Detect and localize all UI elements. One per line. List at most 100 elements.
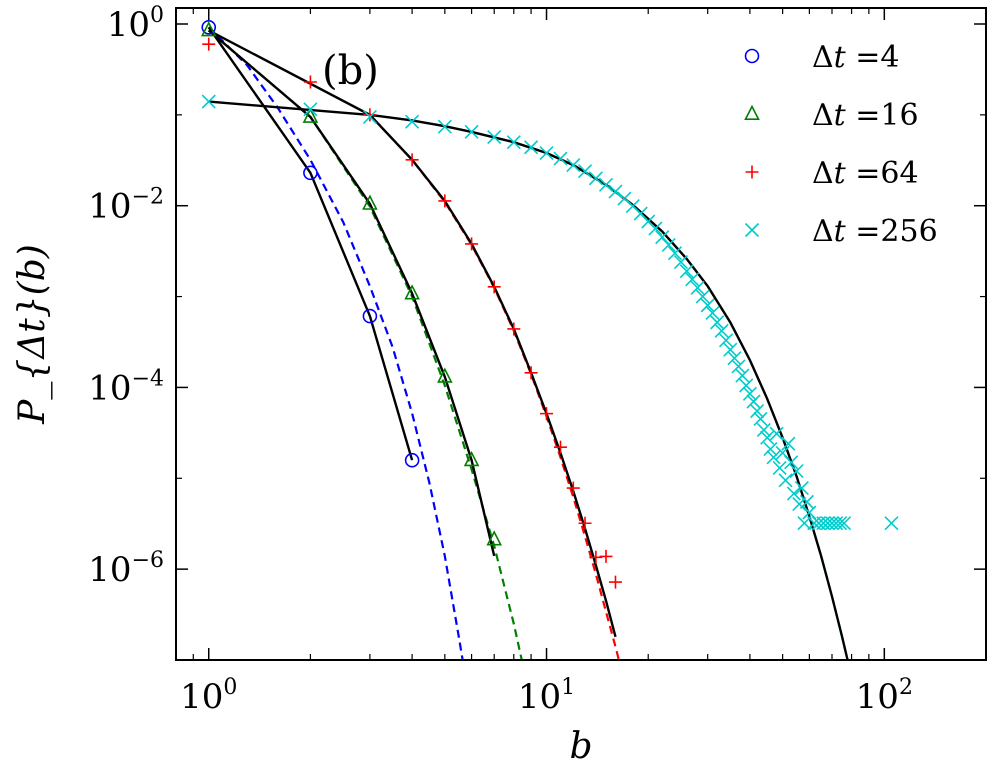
data-point	[753, 411, 768, 427]
y-tick-label: 10−4	[88, 366, 164, 408]
data-point	[588, 171, 603, 186]
data-point	[202, 37, 216, 51]
data-point	[710, 315, 725, 330]
data-point	[554, 440, 568, 454]
data-point	[735, 368, 750, 383]
fit-solid-line-0	[207, 26, 414, 461]
x-axis-label: b	[569, 726, 592, 767]
data-point	[507, 322, 521, 336]
legend-label-1: Δt =16	[812, 98, 919, 133]
y-tick-label: 10−2	[88, 185, 164, 227]
data-point	[833, 516, 848, 531]
data-point	[362, 194, 378, 210]
data-point	[362, 109, 377, 124]
fit-dashed-line-0	[207, 26, 464, 660]
data-point	[648, 221, 663, 236]
legend-label-3: Δt =256	[812, 214, 938, 249]
data-point	[303, 75, 317, 89]
data-point	[524, 140, 539, 155]
data-point	[673, 254, 689, 270]
data-point	[786, 486, 801, 501]
y-axis-label: P_{Δt}(b)	[12, 244, 53, 425]
data-point	[608, 575, 622, 589]
data-point	[763, 441, 778, 457]
data-point	[598, 177, 614, 192]
data-point	[200, 21, 217, 37]
data-point	[749, 403, 765, 419]
data-point	[578, 516, 592, 530]
curves-group	[207, 26, 849, 660]
data-point	[685, 272, 700, 287]
fit-solid-line-1	[207, 29, 496, 557]
series-2-points	[202, 37, 622, 589]
panel-label: (b)	[322, 48, 379, 94]
series-3-points	[201, 94, 899, 531]
data-point	[540, 407, 554, 421]
data-point	[438, 194, 452, 208]
data-point	[404, 284, 420, 300]
data-point	[667, 246, 683, 261]
legend-entry-1: Δt =16	[744, 98, 919, 133]
data-point	[487, 129, 502, 145]
data-point	[792, 497, 807, 512]
legend-marker-0	[744, 48, 760, 64]
data-point	[739, 378, 754, 393]
data-point	[884, 516, 899, 531]
data-point	[760, 430, 775, 445]
data-point	[756, 422, 771, 438]
legend-marker-1	[744, 104, 760, 120]
data-point	[718, 333, 734, 348]
legend: Δt =4 Δt =16 Δt =64 Δt =256	[744, 40, 938, 249]
data-point	[553, 151, 568, 166]
data-point	[437, 367, 453, 383]
data-point	[655, 230, 670, 245]
y-tick-label: 100	[107, 3, 164, 45]
data-point	[695, 289, 710, 304]
data-point	[679, 264, 694, 279]
data-point	[362, 308, 378, 324]
data-point	[506, 135, 521, 150]
data-point	[746, 394, 761, 409]
data-point	[303, 165, 318, 181]
data-point	[723, 342, 738, 357]
data-point	[781, 436, 796, 451]
data-point	[727, 351, 742, 366]
series-1-points	[200, 21, 503, 546]
data-point	[599, 549, 613, 563]
legend-label-0: Δt =4	[812, 40, 900, 75]
fit-dashed-line-2	[369, 114, 621, 660]
legend-label-2: Δt =64	[812, 156, 919, 191]
data-point	[836, 516, 852, 531]
data-point	[465, 237, 479, 251]
data-point	[437, 119, 452, 134]
data-point	[794, 481, 809, 496]
data-point	[784, 455, 799, 470]
y-tick-label: 10−6	[88, 548, 164, 590]
data-point	[766, 450, 781, 465]
data-point	[302, 107, 319, 123]
data-point	[769, 426, 784, 441]
data-point	[201, 19, 217, 35]
fit-solid-line-3	[208, 100, 849, 660]
data-point	[608, 184, 623, 199]
legend-marker-3	[744, 222, 760, 238]
data-point	[778, 473, 793, 488]
data-point	[577, 164, 593, 179]
data-point	[799, 494, 814, 509]
series-0-points	[201, 19, 420, 468]
x-tick-label: 102	[856, 675, 913, 717]
data-point	[661, 237, 676, 253]
plot-area	[200, 19, 899, 660]
data-point	[303, 102, 318, 117]
x-tick-label: 101	[518, 675, 575, 717]
legend-entry-3: Δt =256	[744, 214, 938, 249]
data-point	[742, 386, 757, 401]
data-point	[405, 114, 420, 129]
data-point	[700, 298, 715, 313]
axes-frame	[175, 7, 987, 661]
data-point	[690, 280, 705, 295]
data-point	[731, 359, 746, 374]
x-tick-label: 100	[180, 675, 237, 717]
data-point	[486, 530, 503, 546]
